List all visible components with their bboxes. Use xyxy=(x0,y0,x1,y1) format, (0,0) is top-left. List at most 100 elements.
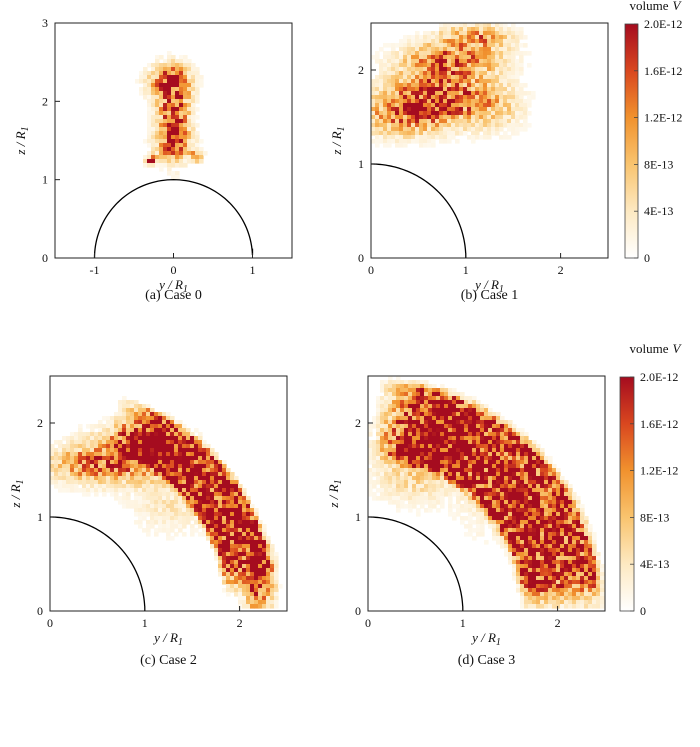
heat-cell xyxy=(395,107,400,112)
heat-cell xyxy=(500,464,505,469)
heat-cell xyxy=(146,436,151,441)
heat-cell xyxy=(560,520,565,525)
heat-cell xyxy=(187,135,192,140)
heat-cell xyxy=(226,484,231,489)
heat-cell xyxy=(532,468,537,473)
heat-cell xyxy=(536,536,541,541)
heat-cell xyxy=(487,95,492,100)
heat-cell xyxy=(400,448,405,453)
heat-cell xyxy=(504,456,509,461)
heat-cell xyxy=(495,23,500,28)
heat-cell xyxy=(194,436,199,441)
heat-cell xyxy=(495,47,500,52)
heat-cell xyxy=(403,79,408,84)
heat-cell xyxy=(464,456,469,461)
heat-cell xyxy=(427,63,432,68)
heat-cell xyxy=(138,416,143,421)
heat-cell xyxy=(384,388,389,393)
heat-cell xyxy=(142,460,147,465)
heat-cell xyxy=(163,75,168,80)
heat-cell xyxy=(372,496,377,501)
heat-cell xyxy=(412,488,417,493)
heat-cell xyxy=(86,424,91,429)
heat-cell xyxy=(210,520,215,525)
heat-cell xyxy=(451,135,456,140)
heat-cell xyxy=(451,47,456,52)
heat-cell xyxy=(516,460,521,465)
heat-cell xyxy=(134,400,139,405)
heat-cell xyxy=(560,484,565,489)
heat-cell xyxy=(508,548,513,553)
heat-cell xyxy=(206,468,211,473)
heat-cell xyxy=(195,67,200,72)
heat-cell xyxy=(151,155,156,160)
heat-cell xyxy=(568,604,573,609)
heat-cell xyxy=(270,584,275,589)
heat-cell xyxy=(412,456,417,461)
heat-cell xyxy=(187,155,192,160)
heat-cell xyxy=(415,123,420,128)
heat-cell xyxy=(262,576,267,581)
heat-cell xyxy=(560,508,565,513)
heat-cell xyxy=(158,504,163,509)
heat-cell xyxy=(536,596,541,601)
heat-cell xyxy=(50,452,55,457)
heat-cell xyxy=(424,452,429,457)
heat-cell xyxy=(183,111,188,116)
heat-cell xyxy=(480,432,485,437)
heat-cell xyxy=(484,428,489,433)
heat-cell xyxy=(503,83,508,88)
heat-cell xyxy=(427,115,432,120)
heat-cell xyxy=(540,576,545,581)
heat-cell xyxy=(379,111,384,116)
heat-cell xyxy=(540,512,545,517)
heat-cell xyxy=(564,604,569,609)
heat-cell xyxy=(464,396,469,401)
heat-cell xyxy=(540,540,545,545)
heat-cell xyxy=(528,452,533,457)
heat-cell xyxy=(411,95,416,100)
heat-cell xyxy=(74,432,79,437)
heat-cell xyxy=(456,396,461,401)
heat-cell xyxy=(420,424,425,429)
heat-cell xyxy=(464,480,469,485)
heat-cell xyxy=(206,536,211,541)
heat-cell xyxy=(440,496,445,501)
heat-cell xyxy=(226,568,231,573)
heat-cell xyxy=(98,424,103,429)
heat-cell xyxy=(492,420,497,425)
heat-cell xyxy=(511,23,516,28)
heat-cell xyxy=(564,516,569,521)
heat-cell xyxy=(218,524,223,529)
heat-cell xyxy=(74,480,79,485)
heat-cell xyxy=(540,552,545,557)
heat-cell xyxy=(230,524,235,529)
heat-cell xyxy=(443,63,448,68)
heat-cell xyxy=(504,548,509,553)
heat-cell xyxy=(110,476,115,481)
heat-cell xyxy=(388,376,393,381)
heat-cell xyxy=(182,484,187,489)
heat-cell xyxy=(198,484,203,489)
heat-cell xyxy=(512,492,517,497)
heat-cell xyxy=(170,528,175,533)
heat-cell xyxy=(588,544,593,549)
heat-cell xyxy=(404,384,409,389)
heat-cell xyxy=(174,504,179,509)
heat-cell xyxy=(175,99,180,104)
heat-cell xyxy=(147,83,152,88)
heat-cell xyxy=(456,480,461,485)
heat-cell xyxy=(238,512,243,517)
heat-cell xyxy=(399,143,404,148)
heat-cell xyxy=(488,460,493,465)
heat-cell xyxy=(179,95,184,100)
heat-cell xyxy=(388,436,393,441)
heat-cell xyxy=(175,115,180,120)
heat-cell xyxy=(448,412,453,417)
heat-cell xyxy=(388,460,393,465)
heat-cell xyxy=(230,584,235,589)
heat-cell xyxy=(428,468,433,473)
heat-cell xyxy=(246,512,251,517)
heat-cell xyxy=(159,115,164,120)
heat-cell xyxy=(495,107,500,112)
